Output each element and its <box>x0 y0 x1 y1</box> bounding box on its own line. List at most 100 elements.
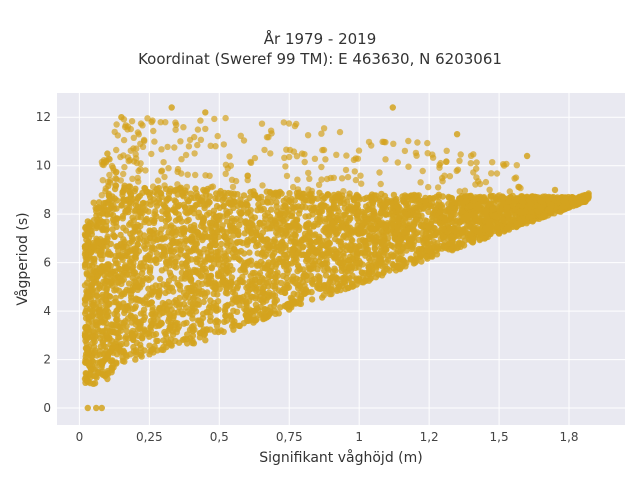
data-point <box>340 265 347 272</box>
data-point <box>355 209 363 216</box>
data-point <box>141 232 148 239</box>
data-point <box>311 155 319 162</box>
data-point <box>286 190 293 197</box>
data-point <box>306 175 313 182</box>
data-point <box>212 241 219 249</box>
data-point <box>197 117 204 124</box>
data-point <box>178 260 185 267</box>
data-point <box>305 169 312 177</box>
data-point <box>345 231 353 238</box>
data-point <box>366 255 373 262</box>
data-point <box>109 216 117 223</box>
data-point <box>294 281 301 289</box>
data-point <box>230 326 237 333</box>
data-point <box>192 245 200 252</box>
data-point <box>197 250 204 257</box>
data-point <box>90 380 97 387</box>
data-point <box>305 248 313 255</box>
data-point <box>200 216 208 223</box>
data-point <box>412 212 419 219</box>
data-point <box>309 211 316 218</box>
data-point <box>513 162 520 169</box>
data-point <box>214 270 222 277</box>
data-point <box>188 256 195 263</box>
data-point <box>220 203 227 210</box>
data-point <box>240 204 247 211</box>
data-point <box>224 290 231 297</box>
data-point <box>256 278 263 285</box>
data-point <box>445 240 453 247</box>
data-point <box>208 219 216 226</box>
data-point <box>98 404 106 412</box>
data-point <box>557 208 564 215</box>
data-point <box>315 280 323 287</box>
data-point <box>121 309 128 317</box>
data-point <box>217 327 225 334</box>
data-point <box>405 163 412 170</box>
data-point <box>154 236 161 244</box>
data-point <box>128 234 136 241</box>
data-point <box>131 208 138 215</box>
data-point <box>439 204 446 211</box>
data-point <box>261 146 268 154</box>
data-point <box>207 297 214 304</box>
data-point <box>305 197 312 204</box>
data-point <box>146 268 154 276</box>
data-point <box>331 235 339 243</box>
data-point <box>503 225 511 232</box>
data-point <box>434 184 442 191</box>
data-point <box>85 319 92 326</box>
data-point <box>207 313 214 321</box>
data-point <box>376 197 383 204</box>
data-point <box>151 343 158 350</box>
data-point <box>105 192 112 199</box>
data-point <box>252 295 259 302</box>
data-point <box>201 290 208 297</box>
data-point <box>154 177 162 184</box>
data-point <box>333 151 340 158</box>
data-point <box>483 215 491 222</box>
data-point <box>151 211 158 218</box>
data-point <box>207 326 214 333</box>
data-point <box>107 271 114 278</box>
data-point <box>439 225 446 232</box>
data-point <box>320 125 328 132</box>
data-point <box>283 195 290 202</box>
data-point <box>163 223 170 230</box>
data-point <box>253 305 261 312</box>
data-point <box>247 158 254 166</box>
data-point <box>395 240 403 247</box>
data-point <box>140 259 147 266</box>
data-point <box>215 233 222 241</box>
data-point <box>83 305 91 312</box>
data-point <box>112 182 119 189</box>
data-point <box>281 154 288 161</box>
data-point <box>263 188 270 195</box>
data-point <box>229 183 237 191</box>
data-point <box>331 246 338 253</box>
data-point <box>158 168 165 175</box>
data-point <box>329 273 336 280</box>
data-point <box>394 217 401 224</box>
data-point <box>425 208 432 216</box>
data-point <box>129 175 136 182</box>
data-point <box>344 284 352 292</box>
data-point <box>389 104 396 111</box>
data-point <box>494 198 501 205</box>
data-point <box>295 249 302 256</box>
data-point <box>319 146 326 154</box>
data-point <box>412 192 420 200</box>
data-point <box>173 328 180 336</box>
data-point <box>314 221 321 228</box>
data-point <box>93 208 100 215</box>
data-point <box>93 321 100 329</box>
data-point <box>464 212 471 219</box>
data-point <box>193 190 200 197</box>
data-point <box>195 195 202 202</box>
data-point <box>398 260 406 268</box>
data-point <box>384 256 392 263</box>
data-point <box>340 196 347 203</box>
data-point <box>445 206 452 213</box>
data-point <box>141 218 148 226</box>
